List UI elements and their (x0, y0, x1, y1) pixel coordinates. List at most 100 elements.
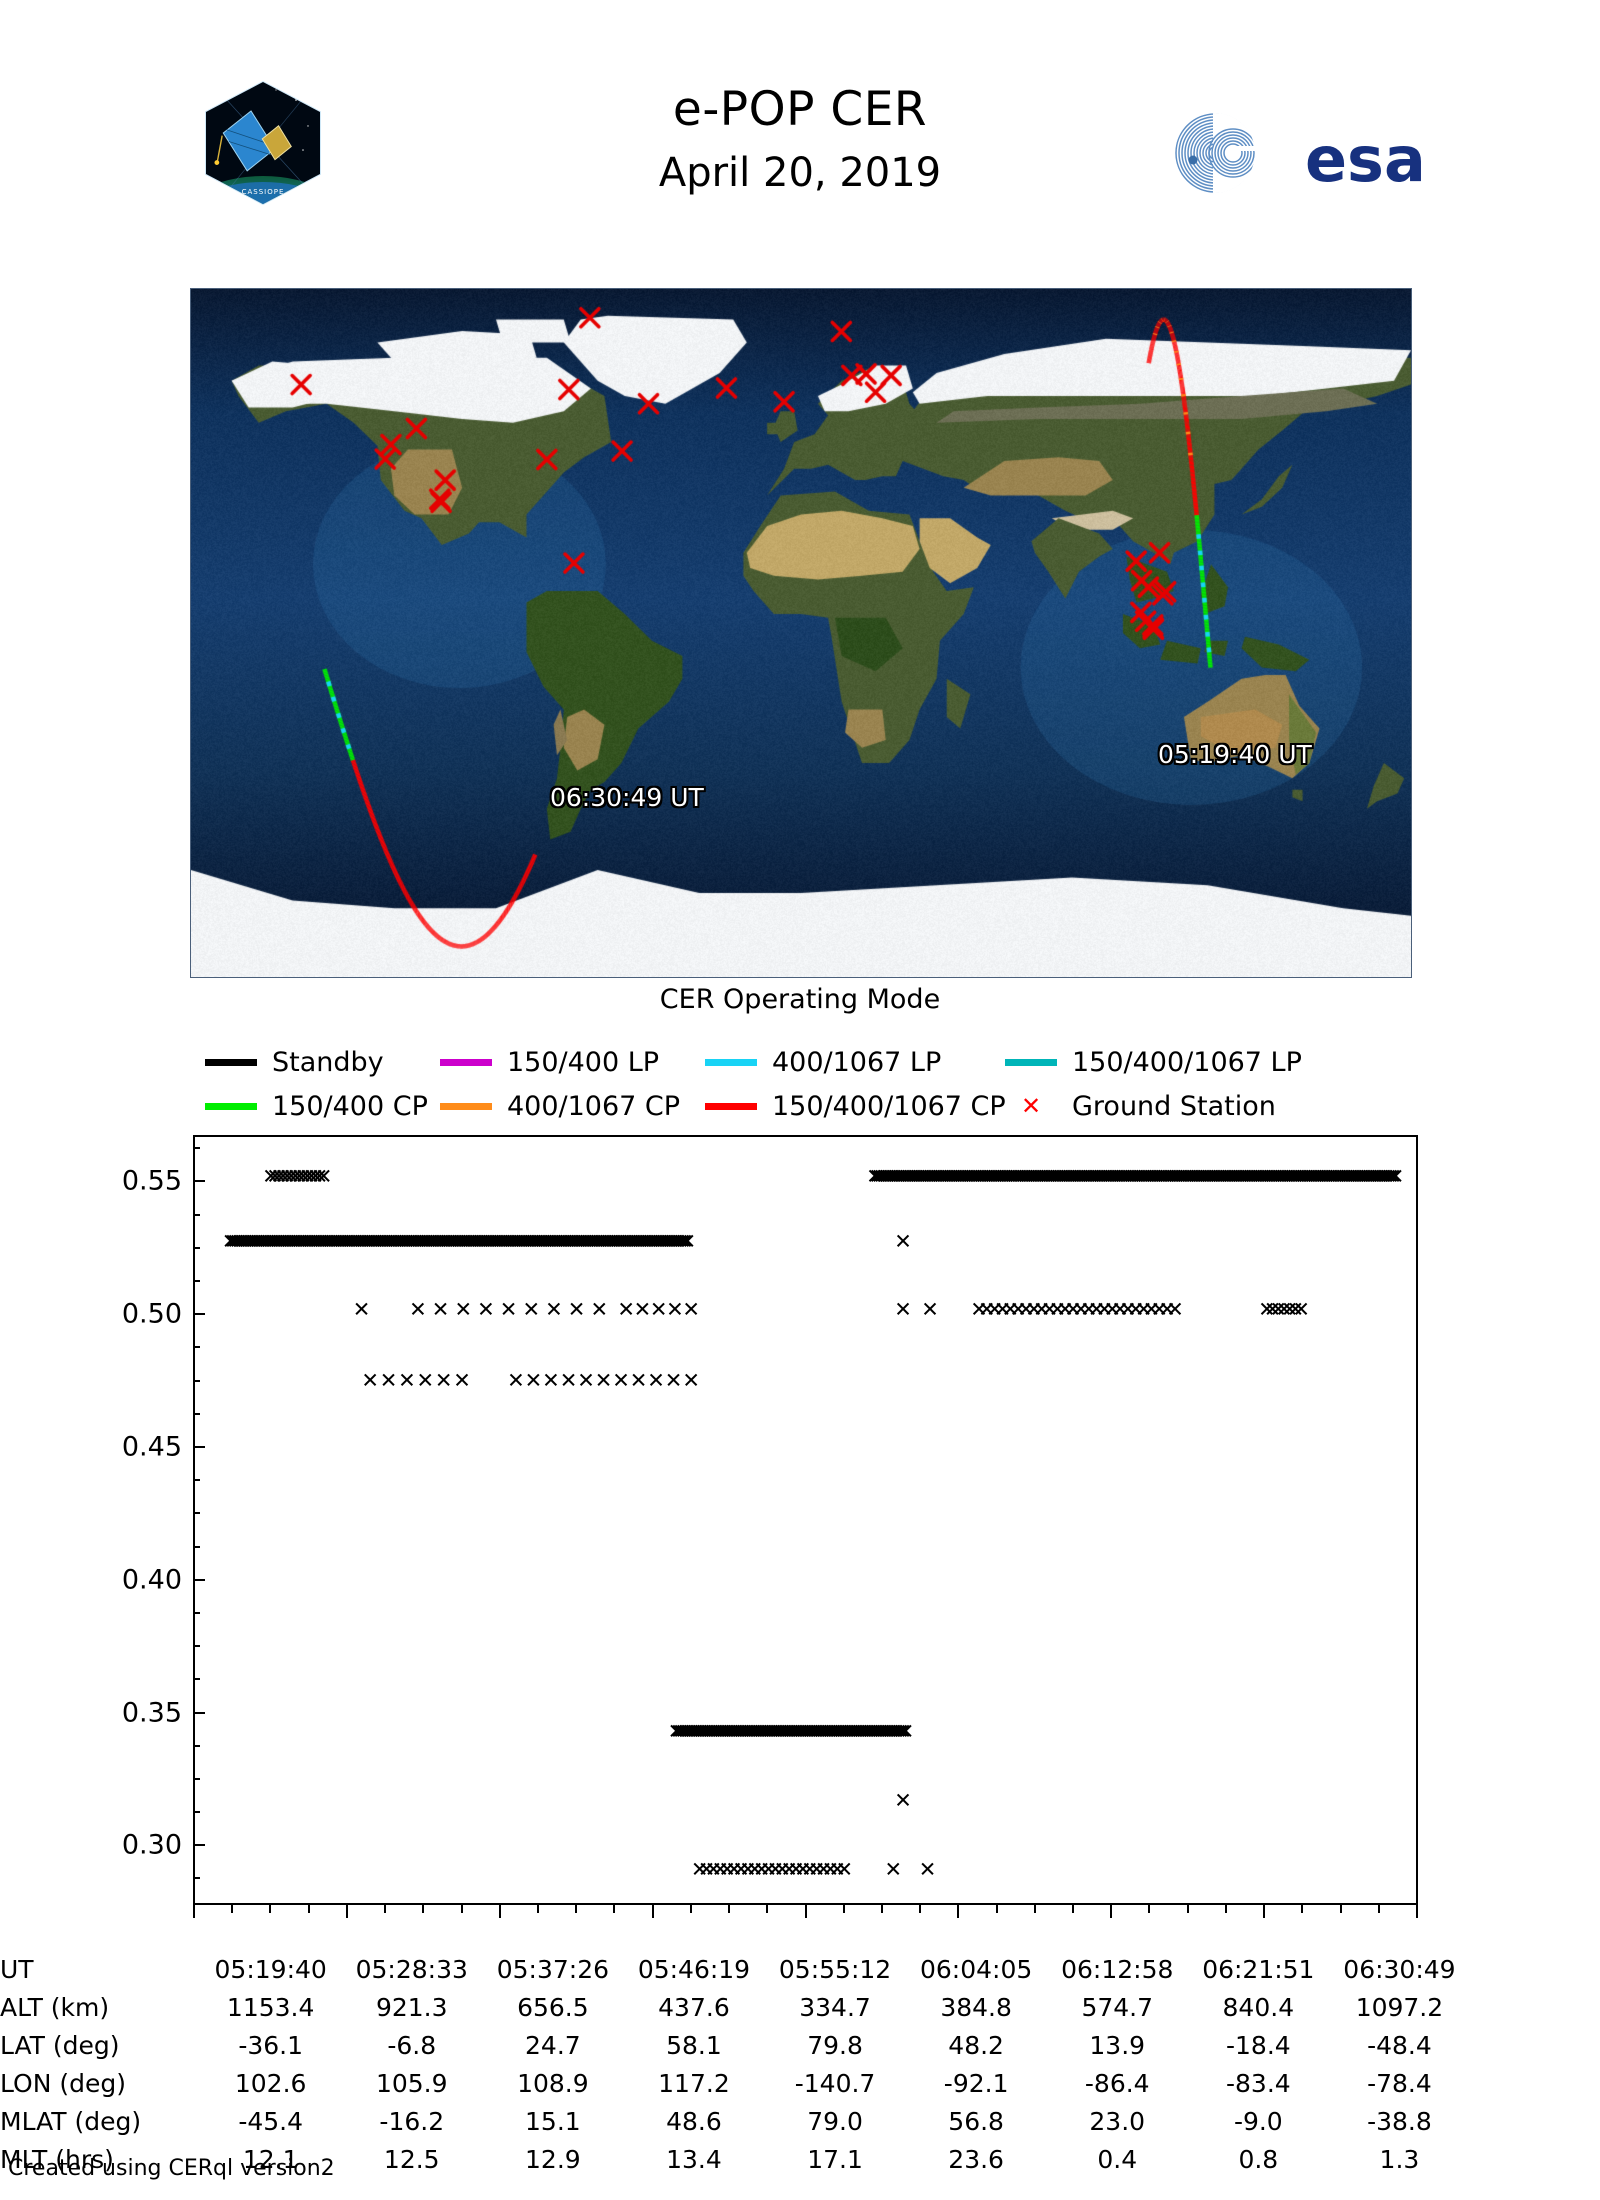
data-point-marker: ✕ (1212, 1166, 1230, 1187)
data-point-marker: ✕ (288, 1231, 306, 1252)
table-cell: 79.0 (765, 2102, 906, 2140)
table-cell: 23.6 (906, 2140, 1047, 2178)
y-axis-minor-tick (193, 1380, 200, 1382)
data-point-marker: ✕ (562, 1231, 580, 1252)
data-point-marker: ✕ (819, 1721, 837, 1742)
data-point-marker: ✕ (1219, 1166, 1237, 1187)
data-point-marker: ✕ (1332, 1166, 1350, 1187)
operating-mode-legend: Standby 150/400 LP 400/1067 LP 150/400/1067… (205, 1040, 1425, 1128)
data-point-marker: ✕ (710, 1721, 728, 1742)
x-axis-minor-tick (461, 1905, 463, 1913)
data-point-marker: ✕ (524, 1231, 542, 1252)
data-point-marker: ✕ (553, 1231, 571, 1252)
data-point-marker: ✕ (780, 1859, 798, 1880)
table-row: LON (deg) 102.6 105.9 108.9 117.2 -140.7 -92.1… (0, 2064, 1470, 2102)
data-point-marker: ✕ (698, 1859, 716, 1880)
data-point-marker: ✕ (239, 1231, 257, 1252)
data-point-marker: ✕ (1263, 1166, 1281, 1187)
data-point-marker: ✕ (381, 1231, 399, 1252)
data-point-marker: ✕ (1303, 1166, 1321, 1187)
data-point-marker: ✕ (1064, 1299, 1082, 1320)
y-axis-tick-label: 0.45 (62, 1431, 182, 1462)
table-row-label: LAT (deg) (0, 2026, 200, 2064)
data-point-marker: ✕ (1387, 1166, 1405, 1187)
legend-label: 150/400 CP (272, 1093, 428, 1120)
data-point-marker: ✕ (575, 1231, 593, 1252)
data-point-marker: ✕ (253, 1231, 271, 1252)
data-point-marker: ✕ (630, 1371, 648, 1392)
data-point-marker: ✕ (398, 1231, 416, 1252)
table-row-label: UT (0, 1950, 200, 1988)
data-point-marker: ✕ (950, 1166, 968, 1187)
data-point-marker: ✕ (619, 1231, 637, 1252)
data-point-marker: ✕ (1378, 1166, 1396, 1187)
data-point-marker: ✕ (901, 1166, 919, 1187)
data-point-marker: ✕ (387, 1231, 405, 1252)
data-point-marker: ✕ (846, 1721, 864, 1742)
data-point-marker: ✕ (691, 1859, 709, 1880)
data-point-marker: ✕ (852, 1721, 870, 1742)
data-point-marker: ✕ (544, 1231, 562, 1252)
data-point-marker: ✕ (699, 1721, 717, 1742)
data-point-marker: ✕ (894, 1790, 912, 1811)
data-point-marker: ✕ (884, 1166, 902, 1187)
y-axis-minor-tick (193, 1479, 200, 1481)
data-point-marker: ✕ (681, 1721, 699, 1742)
legend-label: 150/400 LP (507, 1049, 659, 1076)
data-point-marker: ✕ (617, 1231, 635, 1252)
data-point-marker: ✕ (872, 1721, 890, 1742)
data-point-marker: ✕ (306, 1231, 324, 1252)
data-point-marker: ✕ (837, 1721, 855, 1742)
data-point-marker: ✕ (1327, 1166, 1345, 1187)
data-point-marker: ✕ (621, 1231, 639, 1252)
data-point-marker: ✕ (1103, 1299, 1121, 1320)
data-point-marker: ✕ (1118, 1166, 1136, 1187)
data-point-marker: ✕ (332, 1231, 350, 1252)
table-cell: 0.8 (1188, 2140, 1329, 2178)
data-point-marker: ✕ (1133, 1166, 1151, 1187)
data-point-marker: ✕ (290, 1231, 308, 1252)
data-point-marker: ✕ (781, 1721, 799, 1742)
cassiope-logo: CASSIOPE (198, 78, 328, 208)
data-point-marker: ✕ (1248, 1166, 1266, 1187)
data-point-marker: ✕ (694, 1721, 712, 1742)
data-point-marker: ✕ (1119, 1299, 1137, 1320)
data-point-marker: ✕ (748, 1721, 766, 1742)
data-point-marker: ✕ (1113, 1166, 1131, 1187)
data-point-marker: ✕ (1290, 1166, 1308, 1187)
legend-label: 400/1067 LP (772, 1049, 941, 1076)
legend-row: Standby 150/400 LP 400/1067 LP 150/400/1067… (205, 1040, 1425, 1084)
data-point-marker: ✕ (237, 1231, 255, 1252)
data-point-marker: ✕ (1371, 1166, 1389, 1187)
legend-label: 150/400/1067 LP (1072, 1049, 1302, 1076)
table-cell: 23.0 (1047, 2102, 1188, 2140)
data-point-marker: ✕ (246, 1231, 264, 1252)
data-point-marker: ✕ (380, 1371, 398, 1392)
data-point-marker: ✕ (1204, 1166, 1222, 1187)
data-point-marker: ✕ (286, 1231, 304, 1252)
data-point-marker: ✕ (564, 1231, 582, 1252)
legend-title: CER Operating Mode (0, 984, 1600, 1015)
data-point-marker: ✕ (945, 1166, 963, 1187)
data-point-marker: ✕ (1197, 1166, 1215, 1187)
data-point-marker: ✕ (770, 1721, 788, 1742)
data-point-marker: ✕ (601, 1231, 619, 1252)
data-point-marker: ✕ (612, 1371, 630, 1392)
data-point-marker: ✕ (1261, 1166, 1279, 1187)
data-point-marker: ✕ (301, 1231, 319, 1252)
data-point-marker: ✕ (976, 1166, 994, 1187)
data-point-marker: ✕ (692, 1721, 710, 1742)
data-point-marker: ✕ (292, 1231, 310, 1252)
data-point-marker: ✕ (493, 1231, 511, 1252)
x-axis-minor-tick (537, 1905, 539, 1913)
x-axis-minor-tick (1187, 1905, 1189, 1913)
table-cell: 06:12:58 (1047, 1950, 1188, 1988)
table-cell: 334.7 (765, 1988, 906, 2026)
page-title: e-POP CER (400, 86, 1200, 133)
data-point-marker: ✕ (908, 1166, 926, 1187)
data-point-marker: ✕ (270, 1166, 288, 1187)
x-axis-minor-tick (308, 1905, 310, 1913)
data-point-marker: ✕ (1102, 1166, 1120, 1187)
data-point-marker: ✕ (783, 1721, 801, 1742)
data-point-marker: ✕ (498, 1231, 516, 1252)
